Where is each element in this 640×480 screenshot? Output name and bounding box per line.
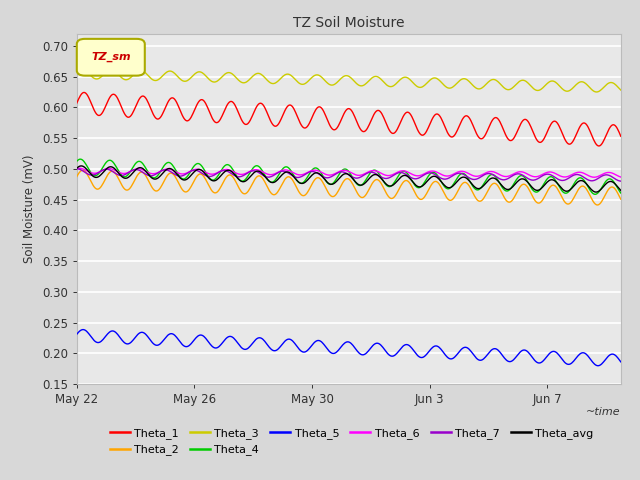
Theta_3 bbox=[483, 80, 491, 86]
Line: Theta_1: Theta_1 bbox=[77, 93, 621, 146]
Theta_2 bbox=[73, 174, 81, 180]
Theta_avg bbox=[77, 163, 85, 169]
Theta_7 bbox=[73, 166, 81, 172]
FancyBboxPatch shape bbox=[77, 39, 145, 76]
Theta_3 bbox=[593, 89, 600, 95]
Theta_3 bbox=[617, 87, 625, 93]
Theta_5 bbox=[79, 327, 87, 333]
Theta_avg bbox=[483, 179, 491, 184]
Theta_4 bbox=[617, 190, 625, 196]
Theta_7 bbox=[169, 170, 177, 176]
Theta_5 bbox=[437, 347, 445, 352]
Theta_5 bbox=[595, 363, 602, 369]
Theta_7 bbox=[319, 174, 327, 180]
Theta_6 bbox=[591, 174, 598, 180]
Theta_3 bbox=[73, 68, 81, 74]
Theta_6 bbox=[483, 169, 491, 175]
Theta_avg bbox=[617, 188, 625, 193]
Theta_6 bbox=[437, 171, 445, 177]
Theta_3 bbox=[320, 76, 328, 82]
Theta_6 bbox=[617, 174, 625, 180]
Theta_3 bbox=[437, 79, 445, 85]
Theta_3 bbox=[77, 66, 85, 72]
Theta_1 bbox=[170, 96, 178, 101]
Line: Theta_7: Theta_7 bbox=[77, 169, 621, 181]
Theta_7 bbox=[483, 171, 490, 177]
Theta_5 bbox=[73, 331, 81, 337]
Theta_7 bbox=[394, 170, 401, 176]
Theta_7 bbox=[213, 171, 221, 177]
Theta_4 bbox=[320, 175, 328, 180]
Text: TZ_sm: TZ_sm bbox=[91, 52, 131, 62]
Theta_4 bbox=[214, 173, 221, 179]
Line: Theta_6: Theta_6 bbox=[77, 168, 621, 177]
Theta_6 bbox=[320, 171, 328, 177]
Theta_6 bbox=[214, 170, 221, 176]
Theta_2 bbox=[483, 189, 491, 195]
Theta_2 bbox=[79, 168, 86, 173]
Theta_4 bbox=[394, 173, 402, 179]
Theta_avg bbox=[214, 176, 221, 182]
Theta_4 bbox=[437, 178, 445, 184]
Theta_7 bbox=[436, 175, 444, 180]
Theta_2 bbox=[214, 189, 221, 194]
Theta_2 bbox=[170, 172, 178, 178]
Line: Theta_3: Theta_3 bbox=[77, 69, 621, 92]
Theta_6 bbox=[73, 166, 81, 171]
Theta_2 bbox=[437, 184, 445, 190]
Theta_7 bbox=[617, 178, 625, 184]
Theta_4 bbox=[483, 175, 491, 181]
Theta_avg bbox=[593, 189, 600, 195]
Theta_1 bbox=[394, 124, 402, 130]
Y-axis label: Soil Moisture (mV): Soil Moisture (mV) bbox=[23, 155, 36, 263]
Theta_5 bbox=[320, 341, 328, 347]
Theta_avg bbox=[170, 168, 178, 174]
Theta_1 bbox=[80, 90, 88, 96]
Theta_4 bbox=[73, 158, 81, 164]
Theta_6 bbox=[170, 168, 178, 174]
Theta_1 bbox=[617, 133, 625, 139]
Line: Theta_2: Theta_2 bbox=[77, 170, 621, 205]
Theta_avg bbox=[394, 177, 402, 182]
Theta_2 bbox=[617, 196, 625, 202]
Theta_4 bbox=[77, 156, 84, 162]
Theta_1 bbox=[595, 143, 603, 149]
Text: ~time: ~time bbox=[586, 407, 621, 417]
Theta_1 bbox=[73, 100, 81, 106]
Line: Theta_5: Theta_5 bbox=[77, 330, 621, 366]
Theta_1 bbox=[437, 115, 445, 121]
Theta_1 bbox=[214, 120, 221, 125]
Theta_avg bbox=[437, 179, 445, 184]
Theta_2 bbox=[593, 202, 601, 208]
Theta_5 bbox=[170, 332, 178, 337]
Theta_3 bbox=[170, 70, 178, 76]
Theta_avg bbox=[73, 165, 81, 171]
Theta_3 bbox=[394, 79, 402, 84]
Theta_5 bbox=[617, 359, 625, 365]
Theta_5 bbox=[214, 345, 221, 350]
Theta_4 bbox=[170, 165, 178, 170]
Theta_4 bbox=[591, 192, 599, 197]
Theta_6 bbox=[394, 169, 402, 175]
Line: Theta_4: Theta_4 bbox=[77, 159, 621, 194]
Theta_3 bbox=[214, 78, 221, 84]
Title: TZ Soil Moisture: TZ Soil Moisture bbox=[293, 16, 404, 30]
Theta_6 bbox=[76, 166, 83, 171]
Theta_1 bbox=[483, 128, 491, 134]
Line: Theta_avg: Theta_avg bbox=[77, 166, 621, 192]
Theta_5 bbox=[483, 352, 491, 358]
Theta_2 bbox=[394, 188, 402, 193]
Theta_5 bbox=[394, 349, 402, 355]
Theta_1 bbox=[320, 109, 328, 115]
Legend: Theta_1, Theta_2, Theta_3, Theta_4, Theta_5, Theta_6, Theta_7, Theta_avg: Theta_1, Theta_2, Theta_3, Theta_4, Thet… bbox=[109, 428, 593, 456]
Theta_avg bbox=[320, 176, 328, 181]
Theta_2 bbox=[320, 181, 328, 187]
